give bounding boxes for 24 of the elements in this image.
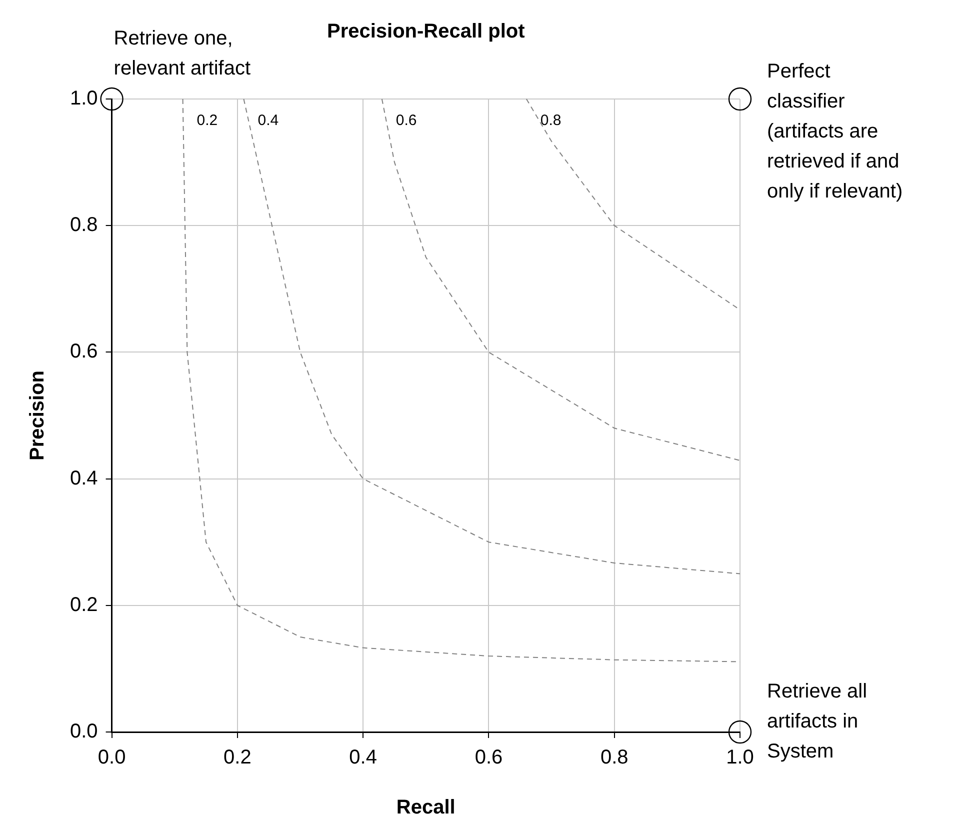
y-tick-label: 0.0 <box>70 720 98 743</box>
x-axis-title: Recall <box>396 796 456 819</box>
series-label: 0.4 <box>258 112 279 130</box>
series-label: 0.8 <box>540 112 562 130</box>
y-tick-label: 0.8 <box>70 214 98 236</box>
y-tick-label: 0.6 <box>70 340 98 363</box>
line-series <box>381 98 740 461</box>
series-label: 0.2 <box>196 112 218 130</box>
series-label: 0.6 <box>396 112 417 130</box>
y-tick-label: 0.2 <box>70 594 98 616</box>
chart-title: Precision-Recall plot <box>326 20 526 43</box>
y-tick-label: 0.4 <box>70 467 98 490</box>
x-tick-label: 1.0 <box>726 746 754 769</box>
x-tick-label: 0.2 <box>224 746 252 769</box>
series-label: Retrieve one, relevant artifact <box>114 28 251 80</box>
series-label: Perfect classifier (artifacts are retrieved if and only if relevant) <box>767 60 903 203</box>
x-tick-label: 0.4 <box>349 746 377 769</box>
y-axis-title: Precision <box>26 370 49 461</box>
series-label: Retrieve all artifacts in System <box>767 680 868 763</box>
x-tick-label: 0.8 <box>600 746 628 769</box>
x-tick-label: 0.0 <box>98 746 126 769</box>
x-tick-label: 0.6 <box>474 746 503 769</box>
y-tick-label: 1.0 <box>70 88 98 110</box>
line-series <box>243 98 740 574</box>
